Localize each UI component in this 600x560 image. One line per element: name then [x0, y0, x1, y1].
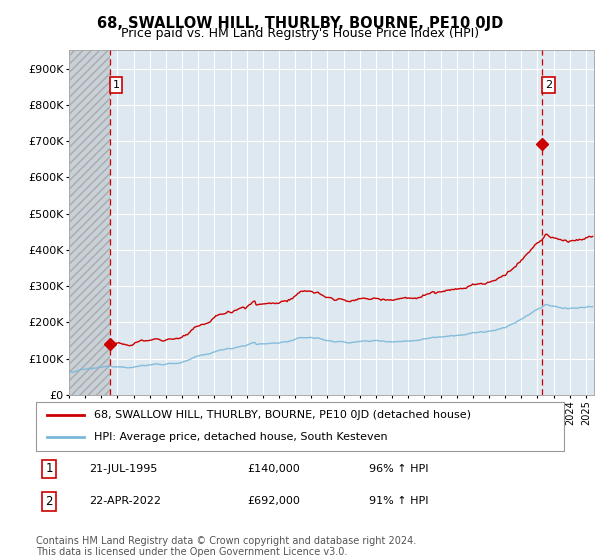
Text: Price paid vs. HM Land Registry's House Price Index (HPI): Price paid vs. HM Land Registry's House …: [121, 27, 479, 40]
FancyBboxPatch shape: [36, 402, 564, 451]
Text: HPI: Average price, detached house, South Kesteven: HPI: Average price, detached house, Sout…: [94, 432, 388, 442]
Text: 1: 1: [46, 463, 53, 475]
Text: 2: 2: [46, 494, 53, 508]
Text: Contains HM Land Registry data © Crown copyright and database right 2024.
This d: Contains HM Land Registry data © Crown c…: [36, 535, 416, 557]
Text: 68, SWALLOW HILL, THURLBY, BOURNE, PE10 0JD: 68, SWALLOW HILL, THURLBY, BOURNE, PE10 …: [97, 16, 503, 31]
Text: 22-APR-2022: 22-APR-2022: [89, 496, 161, 506]
Text: 1: 1: [112, 80, 119, 90]
Bar: [69, 50, 110, 395]
Text: 21-JUL-1995: 21-JUL-1995: [89, 464, 157, 474]
Text: 68, SWALLOW HILL, THURLBY, BOURNE, PE10 0JD (detached house): 68, SWALLOW HILL, THURLBY, BOURNE, PE10 …: [94, 410, 471, 421]
Text: £140,000: £140,000: [247, 464, 300, 474]
Text: 91% ↑ HPI: 91% ↑ HPI: [368, 496, 428, 506]
Text: 96% ↑ HPI: 96% ↑ HPI: [368, 464, 428, 474]
Text: 2: 2: [545, 80, 552, 90]
Text: £692,000: £692,000: [247, 496, 300, 506]
